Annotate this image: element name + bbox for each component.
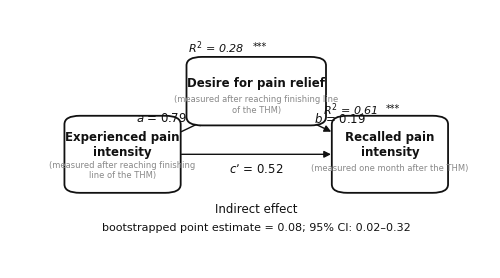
Text: ***: ***: [386, 104, 400, 114]
Text: (measured one month after the THM): (measured one month after the THM): [311, 164, 468, 173]
Text: Experienced pain
intensity: Experienced pain intensity: [66, 131, 180, 159]
FancyBboxPatch shape: [64, 116, 180, 193]
Text: $a$ = 0.79: $a$ = 0.79: [136, 113, 187, 125]
Text: $c$’ = 0.52: $c$’ = 0.52: [229, 163, 283, 176]
Text: $R^2$ = 0.28: $R^2$ = 0.28: [188, 39, 244, 56]
Text: $b$ = 0.19: $b$ = 0.19: [314, 112, 366, 126]
Text: ***: ***: [252, 42, 266, 52]
Text: Recalled pain
intensity: Recalled pain intensity: [345, 131, 434, 159]
Text: Indirect effect: Indirect effect: [215, 203, 298, 217]
FancyBboxPatch shape: [332, 116, 448, 193]
FancyBboxPatch shape: [186, 57, 326, 125]
Text: (measured after reaching finishing line
of the THM): (measured after reaching finishing line …: [174, 95, 338, 115]
Text: $R^2$ = 0.61: $R^2$ = 0.61: [323, 101, 378, 118]
Text: Desire for pain relief: Desire for pain relief: [187, 76, 325, 90]
Text: bootstrapped point estimate = 0.08; 95% CI: 0.02–0.32: bootstrapped point estimate = 0.08; 95% …: [102, 223, 410, 233]
Text: (measured after reaching finishing
line of the THM): (measured after reaching finishing line …: [50, 161, 196, 180]
